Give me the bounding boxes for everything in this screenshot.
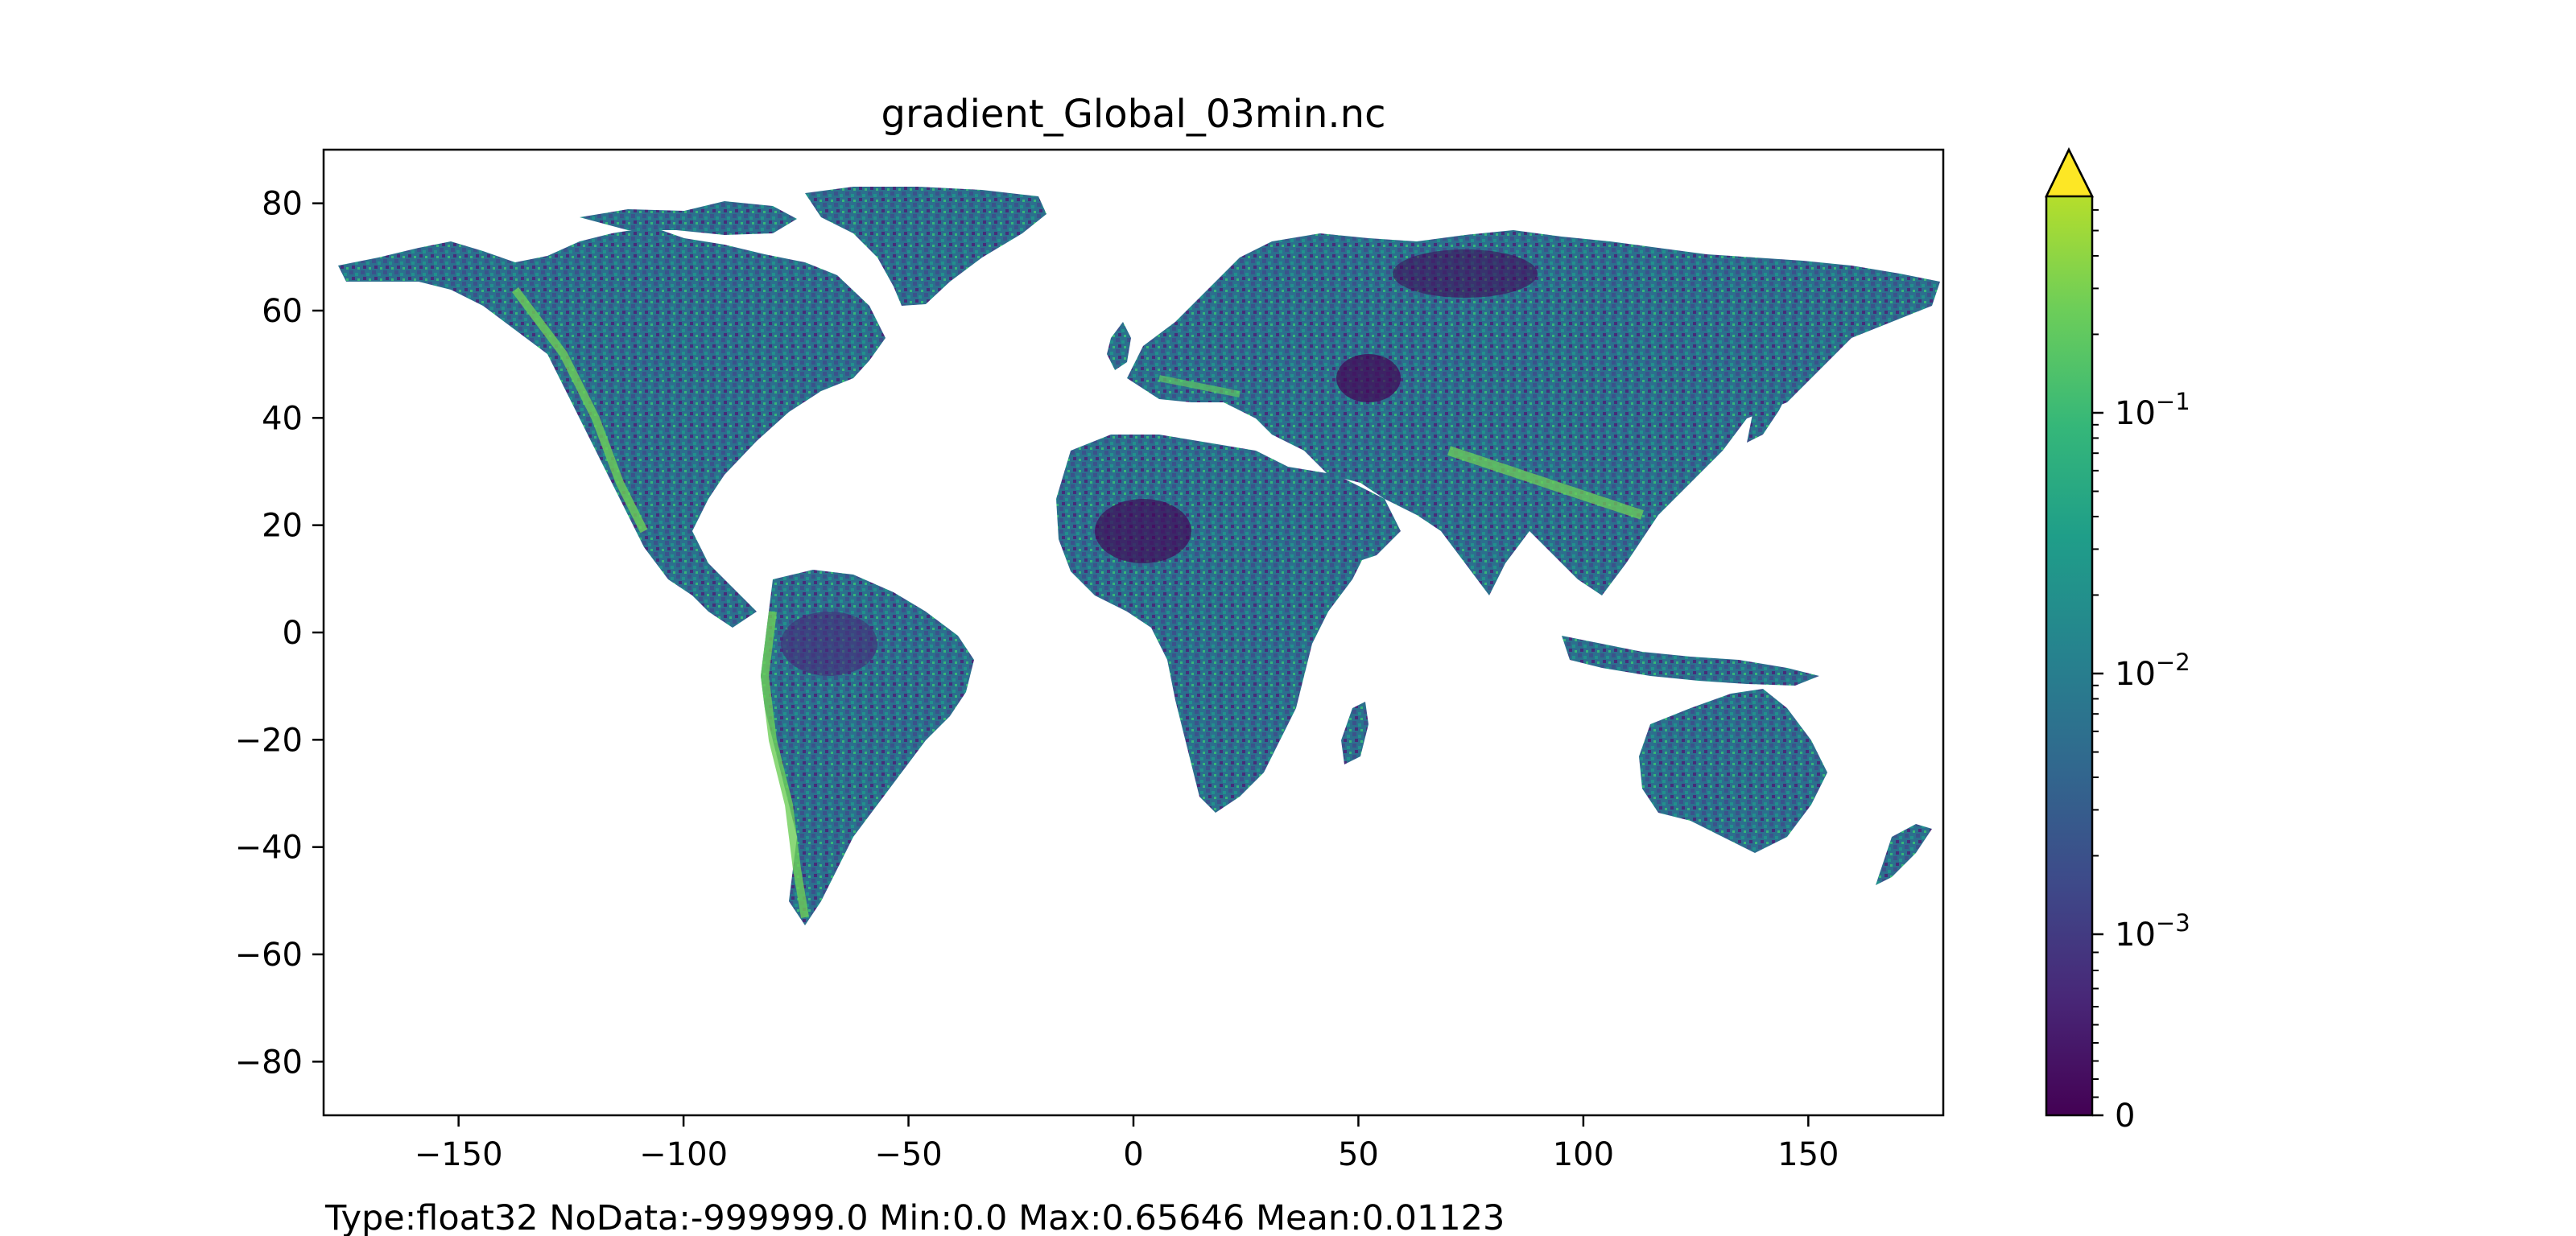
y-axis: 80 60 40 20 0 −20 −40 −60 −80: [235, 186, 324, 1081]
colorbar-ramp: [2046, 196, 2092, 1115]
x-tick-label: 100: [1553, 1136, 1614, 1173]
ridge-andes: [760, 611, 809, 918]
ridge-himalaya: [1447, 446, 1644, 520]
colorbar-tick-exponent: −2: [2156, 649, 2190, 676]
colorbar-tick-label: 10−3: [2115, 909, 2190, 954]
landmass-new-zealand: [1876, 824, 1932, 885]
colorbar-extend-triangle: [2045, 147, 2095, 198]
basin-siberia: [1393, 249, 1538, 298]
x-tick-label: −150: [415, 1136, 503, 1173]
ridge-alps: [1158, 375, 1241, 398]
colorbar-tick-base: 0: [2115, 1098, 2135, 1135]
landmass-arctic-islands: [580, 201, 797, 235]
basin-sahara: [1095, 499, 1191, 563]
x-tick-label: −50: [874, 1136, 942, 1173]
y-tick-label: 60: [262, 293, 303, 330]
landmass-madagascar: [1341, 702, 1368, 764]
colorbar-tick-label: 0: [2115, 1098, 2135, 1135]
y-tick-label: −80: [235, 1044, 303, 1081]
landmass-australia: [1639, 689, 1827, 853]
colorbar-tick-base: 10: [2115, 917, 2156, 954]
ridge-rockies: [512, 287, 648, 534]
y-tick-label: 40: [262, 400, 303, 437]
y-tick-label: 0: [283, 615, 303, 652]
x-axis: −150 −100 −50 0 50 100 150: [415, 1115, 1839, 1173]
y-tick-label: −40: [235, 830, 303, 867]
landmass-eurasia: [1127, 230, 1940, 595]
x-tick-label: 0: [1123, 1136, 1143, 1173]
landmasses: [338, 187, 1940, 925]
landmass-greenland: [805, 187, 1046, 306]
footer-stats: Type:float32 NoData:-999999.0 Min:0.0 Ma…: [324, 1198, 1505, 1236]
x-tick-label: 150: [1777, 1136, 1839, 1173]
y-tick-label: 20: [262, 508, 303, 545]
chart-title: gradient_Global_03min.nc: [881, 92, 1386, 137]
x-tick-label: −100: [639, 1136, 728, 1173]
colorbar-tick-base: 10: [2115, 395, 2156, 432]
basin-amazon: [781, 612, 877, 676]
landmass-arabia: [1288, 467, 1401, 563]
y-tick-label: −20: [235, 722, 303, 759]
y-tick-label: −60: [235, 937, 303, 974]
colorbar-frame: [2045, 147, 2094, 1117]
landmass-japan: [1747, 370, 1795, 443]
basin-caspian: [1336, 354, 1401, 402]
landmass-north-america: [338, 227, 886, 628]
colorbar-tick-label: 10−1: [2115, 388, 2190, 432]
colorbar-tick-label: 10−2: [2115, 649, 2190, 693]
x-tick-label: 50: [1338, 1136, 1379, 1173]
colorbar-tick-exponent: −1: [2156, 388, 2190, 415]
colorbar-tick-base: 10: [2115, 656, 2156, 693]
landmass-indonesia: [1562, 636, 1819, 686]
colorbar: 010−310−210−1: [2045, 147, 2190, 1135]
plot-area: [322, 148, 1945, 1117]
colorbar-ticks: 010−310−210−1: [2092, 208, 2190, 1135]
colorbar-tick-exponent: −3: [2156, 909, 2190, 937]
landmass-uk: [1107, 322, 1131, 370]
y-tick-label: 80: [262, 186, 303, 223]
